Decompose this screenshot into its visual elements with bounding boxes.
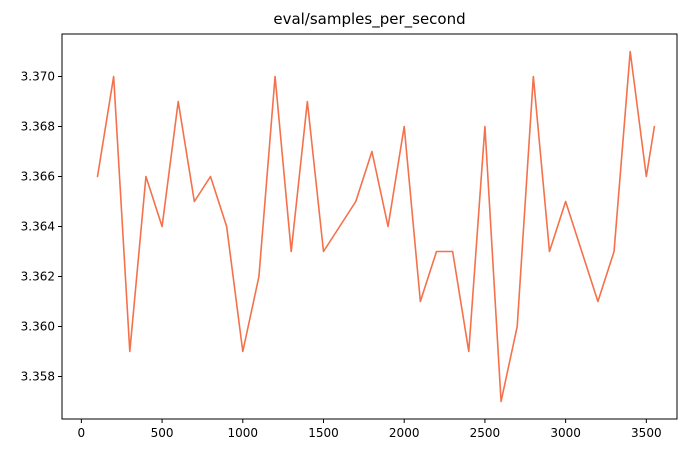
x-tick-label: 2500	[470, 426, 501, 440]
y-tick-label: 3.358	[21, 370, 55, 384]
y-tick-label: 3.370	[21, 70, 55, 84]
y-tick-label: 3.366	[21, 170, 55, 184]
x-tick-label: 1500	[308, 426, 339, 440]
axes-layer: 0 500 1000 1500 2000 2500 3000 3500 3.358 3.360 3.…	[21, 33, 678, 440]
series-line-0	[96, 50, 656, 403]
chart-title: eval/samples_per_second	[273, 10, 465, 29]
plot-frame	[61, 33, 678, 420]
x-tick-label: 0	[78, 426, 86, 440]
x-tick-label: 3000	[550, 426, 581, 440]
y-tick-label: 3.362	[21, 270, 55, 284]
x-tick-label: 500	[151, 426, 174, 440]
y-tick-label: 3.360	[21, 320, 55, 334]
y-tick-label: 3.368	[21, 120, 55, 134]
x-tick-label: 1000	[228, 426, 259, 440]
x-tick-label: 2000	[389, 426, 420, 440]
x-tick-label: 3500	[631, 426, 662, 440]
y-tick-label: 3.364	[21, 220, 55, 234]
series-layer	[96, 50, 656, 403]
